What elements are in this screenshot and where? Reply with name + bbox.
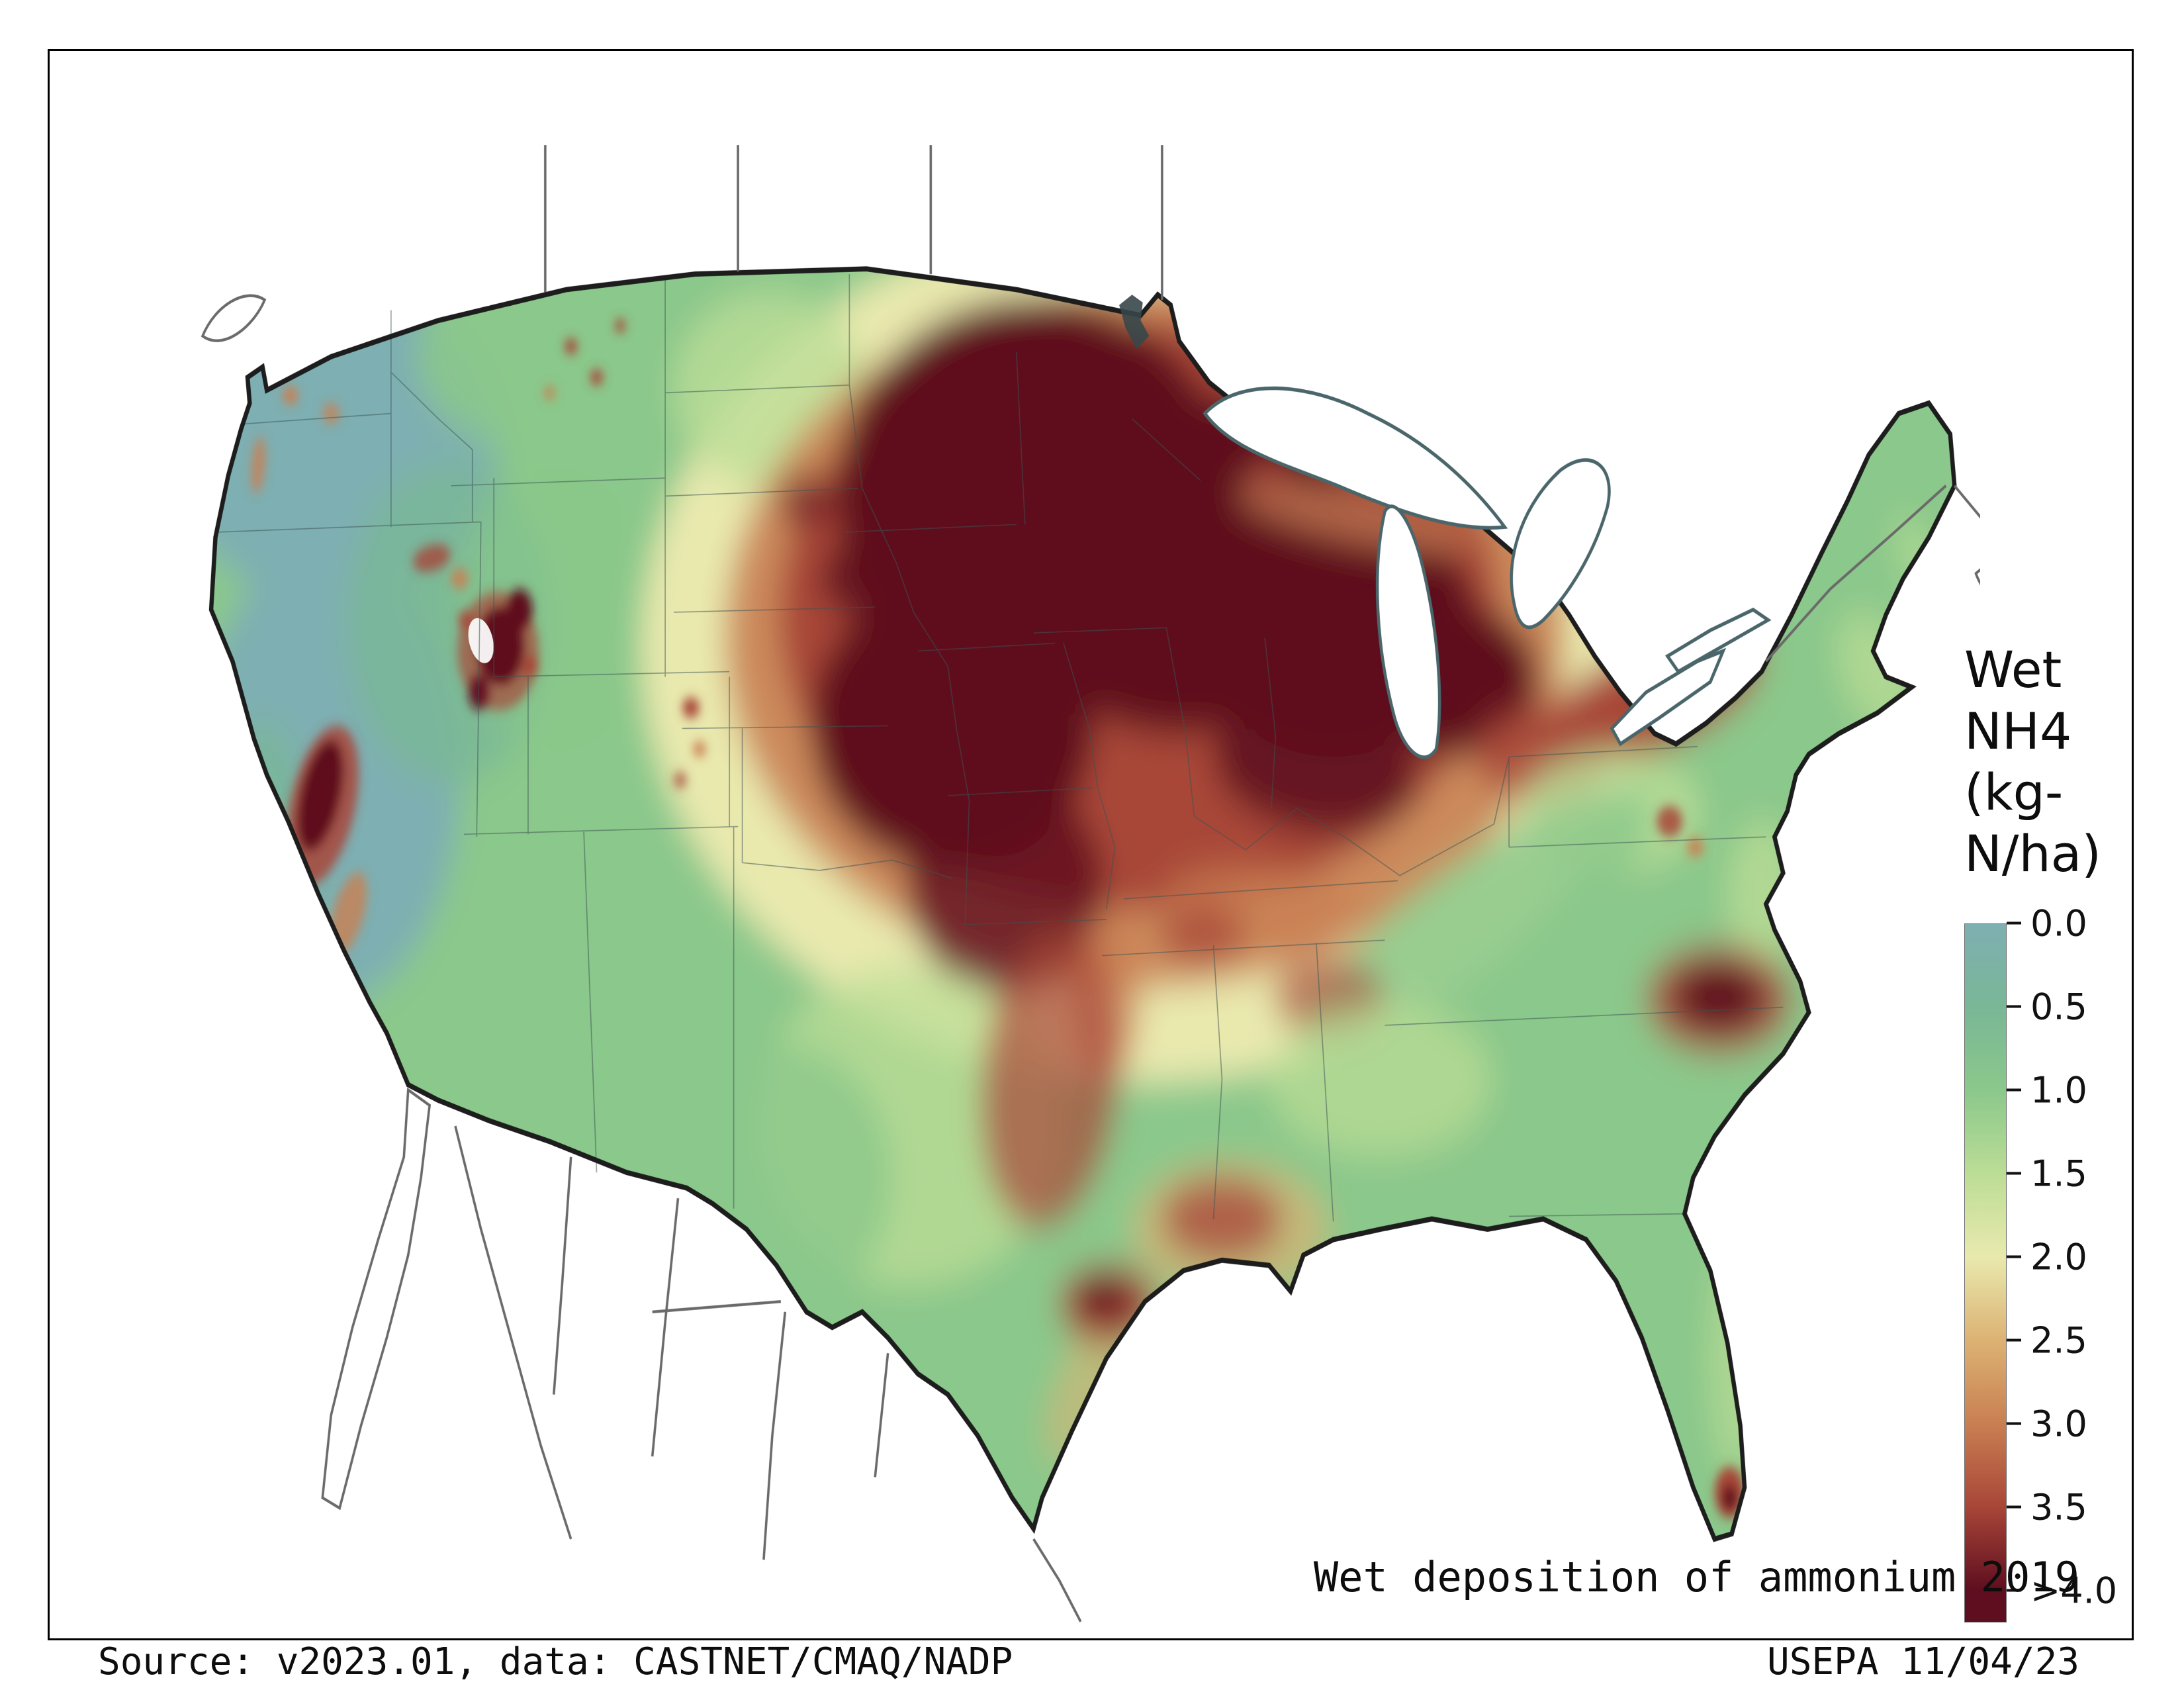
source-note: Source: v2023.01, data: CASTNET/CMAQ/NAD… (98, 1640, 1013, 1683)
colorbar-tick: 1.5 (2007, 1152, 2087, 1194)
colorbar-tick: 0.5 (2007, 986, 2087, 1027)
state-boundaries (215, 274, 1783, 1221)
tick-mark (2007, 1589, 2021, 1592)
tick-mark (2007, 1422, 2021, 1425)
colorbar-tick-label: 1.5 (2030, 1152, 2087, 1195)
colorbar-tick: >4.0 (2007, 1570, 2117, 1611)
colorbar-tick: 3.5 (2007, 1486, 2087, 1528)
colorbar-tick: 2.0 (2007, 1236, 2087, 1278)
colorbar-tick: 0.0 (2007, 902, 2087, 944)
colorbar-tick-label: >4.0 (2030, 1570, 2118, 1612)
colorbar-tick-label: 0.5 (2030, 986, 2087, 1028)
figure-caption: Wet deposition of ammonium 2019 (1313, 1553, 2079, 1601)
legend-title: Wet NH4 (1964, 640, 2072, 761)
legend: Wet NH4 (kg-N/ha) 0.0 0.5 1.0 1.5 2.0 2.… (1964, 639, 2183, 1622)
deposition-raster (211, 269, 1955, 1539)
colorbar-tick-label: 2.0 (2030, 1236, 2087, 1278)
tick-mark (2007, 1338, 2021, 1342)
legend-colorbar (1964, 923, 2007, 1622)
great-salt-lake (468, 618, 494, 663)
colorbar-tick: 1.0 (2007, 1069, 2087, 1111)
legend-units: (kg-N/ha) (1964, 763, 2101, 884)
agency-credit: USEPA 11/04/23 (1766, 1640, 2079, 1683)
colorbar-tick-label: 3.5 (2030, 1486, 2087, 1528)
colorbar-tick-label: 1.0 (2030, 1069, 2087, 1111)
great-lakes (1203, 386, 1772, 759)
mexico-boundaries (321, 1087, 1082, 1622)
canada-boundaries (201, 145, 1980, 663)
figure-border (48, 49, 2134, 1640)
tick-mark (2007, 1505, 2021, 1509)
colorbar-tick: 2.5 (2007, 1319, 2087, 1361)
colorbar-tick-label: 3.0 (2030, 1403, 2087, 1445)
tick-mark (2007, 921, 2021, 925)
tick-mark (2007, 1172, 2021, 1175)
tick-mark (2007, 1005, 2021, 1008)
tick-mark (2007, 1255, 2021, 1258)
colorbar-tick-label: 0.0 (2030, 902, 2087, 945)
colorbar-tick-label: 2.5 (2030, 1319, 2087, 1362)
lake-of-the-woods (1119, 295, 1150, 350)
tick-mark (2007, 1088, 2021, 1092)
colorbar-tick: 3.0 (2007, 1403, 2087, 1444)
us-deposition-map (201, 145, 1980, 1622)
colorbar-row: 0.0 0.5 1.0 1.5 2.0 2.5 3.0 3.5 >4.0 (1964, 902, 2183, 1622)
